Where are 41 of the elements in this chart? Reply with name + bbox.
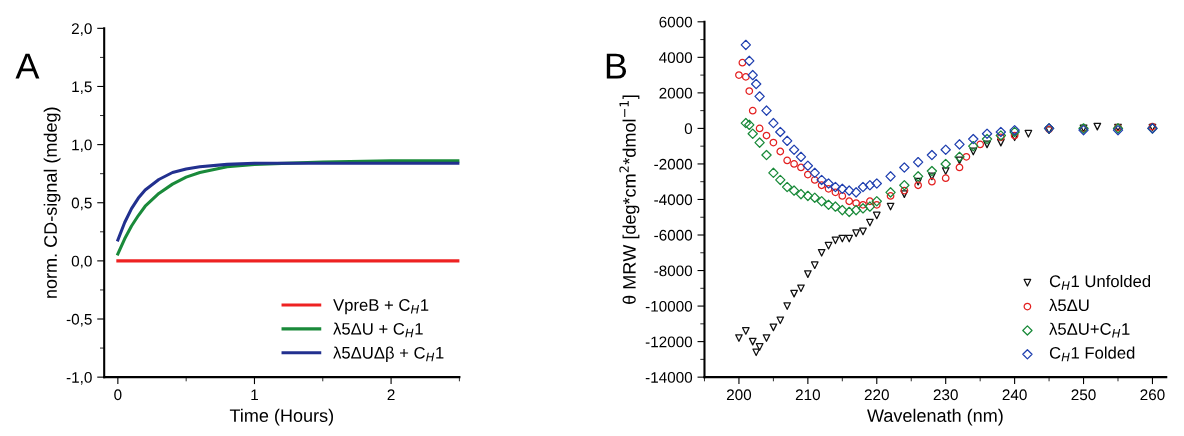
y-tick-label: 0 xyxy=(684,123,693,135)
legend-label: C$_{H}$1 Unfolded xyxy=(1049,274,1151,290)
y-tick-label: 6000 xyxy=(659,16,693,28)
text: B xyxy=(606,53,627,79)
legend-label: VpreB + C$_{H}$1 xyxy=(333,299,429,315)
x-axis-title: Wavelenath (nm) xyxy=(867,408,1003,426)
x-tick-label: 200 xyxy=(726,389,752,401)
y-tick-label: 2000 xyxy=(659,87,693,99)
y-axis-title: norm. CD-signal (mdeg) xyxy=(43,107,61,298)
x-axis-title: Time (Hours) xyxy=(229,408,333,426)
y-tick-label: -14000 xyxy=(645,372,693,383)
y-tick-label: -6000 xyxy=(654,229,693,241)
y-tick-label: 1,0 xyxy=(72,139,92,153)
y-tick-label: -0,5 xyxy=(66,313,92,327)
legend-label: λ5ΔU+C$_{H}$1 xyxy=(1049,322,1130,338)
y-tick-label: 0,0 xyxy=(71,255,92,269)
y-tick-label: -2000 xyxy=(654,158,693,170)
x-tick-label: 250 xyxy=(1071,389,1096,401)
text: A xyxy=(15,53,40,79)
x-tick-label: 2 xyxy=(387,389,395,401)
y-tick-label: 1,5 xyxy=(72,81,92,94)
y-axis-title: θ MRW [deg*cm$^{2}$*dmol$^{−1}$] xyxy=(619,95,640,304)
y-tick-label: 0,5 xyxy=(71,197,92,211)
x-tick-label: 260 xyxy=(1140,389,1165,401)
legend-label: C$_{H}$1 Folded xyxy=(1049,346,1135,362)
y-tick-label: -1,0 xyxy=(66,372,92,385)
x-tick-label: 1 xyxy=(251,389,258,401)
y-tick-label: 2,0 xyxy=(71,23,92,36)
x-tick-label: 210 xyxy=(795,389,821,401)
y-tick-label: -4000 xyxy=(654,194,693,206)
y-tick-label: 4000 xyxy=(659,52,693,64)
legend-label: λ5ΔU xyxy=(1049,298,1089,312)
legend-label: λ5ΔUΔβ + C$_{H}$1 xyxy=(333,346,444,363)
y-tick-label: -8000 xyxy=(654,265,693,277)
x-tick-label: 220 xyxy=(864,389,889,401)
x-tick-label: 0 xyxy=(114,389,122,401)
x-tick-label: 230 xyxy=(933,389,958,401)
x-tick-label: 240 xyxy=(1002,389,1027,401)
legend-label: λ5ΔU + C$_{H}$1 xyxy=(333,322,423,338)
y-tick-label: -10000 xyxy=(645,300,693,312)
y-tick-label: -12000 xyxy=(645,336,693,348)
